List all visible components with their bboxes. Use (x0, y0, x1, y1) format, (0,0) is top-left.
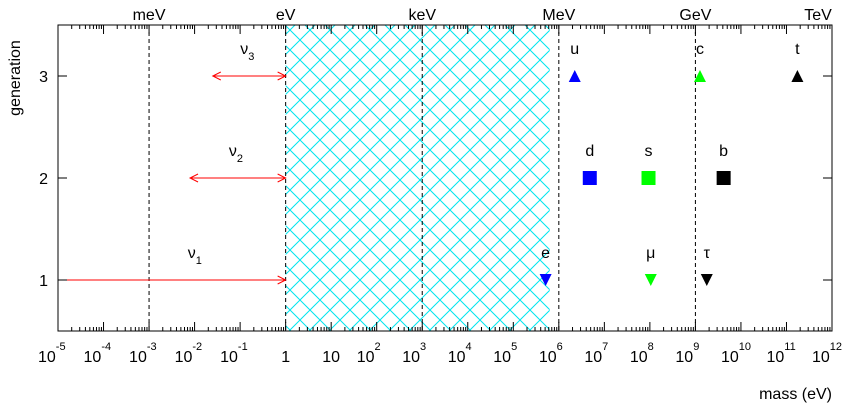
nu2-right-arrowhead (277, 173, 287, 183)
nu1-label: ν1 (188, 245, 202, 267)
x-tick-label: 105 (493, 341, 517, 366)
particle-d-marker (582, 171, 597, 185)
particle-c-marker (693, 70, 706, 82)
axis-labels: 1 2 3 10-5 10-4 10-3 10-2 10-1 1 10 102 103 104 105 10… (7, 7, 842, 403)
x-tick-label: 106 (539, 341, 563, 366)
particle-τ-label: τ (704, 245, 711, 262)
nu3-right-arrowhead (277, 71, 287, 81)
x-tick-label: 10-2 (175, 341, 203, 366)
x-tick-label: 1011 (766, 341, 795, 366)
particle-e-marker (539, 274, 552, 286)
x-tick-label: 107 (584, 341, 608, 366)
hatched-region (285, 25, 550, 331)
x-tick-label: 10-3 (129, 341, 157, 366)
top-unit-label-kev: keV (408, 7, 436, 24)
particle-e-label: e (541, 245, 550, 262)
particle-μ-label: μ (646, 245, 655, 262)
nu2-label: ν2 (229, 143, 243, 165)
top-unit-label-mev: MeV (542, 7, 575, 24)
axis-ticks (57, 25, 833, 331)
particle-u-label: u (570, 41, 579, 58)
x-tick-label: 10 (322, 349, 340, 366)
particle-t-label: t (795, 41, 800, 58)
particle-τ-marker (700, 274, 713, 286)
excluded-mass-region (285, 25, 550, 331)
x-tick-label: 103 (402, 341, 426, 366)
x-tick-label: 102 (357, 341, 381, 366)
top-unit-label-gev: GeV (679, 7, 711, 24)
particle-μ-marker (644, 274, 657, 286)
particle-c-label: c (696, 41, 704, 58)
neutrino-mass-ranges: ν1 ν2 ν3 (58, 41, 287, 285)
top-unit-label-mev: meV (133, 7, 166, 24)
y-tick-label-3: 3 (39, 69, 48, 86)
nu3-label: ν3 (240, 41, 254, 63)
x-tick-label: 1010 (721, 341, 751, 366)
particle-b-marker (716, 171, 731, 185)
nu1-right-arrowhead (277, 275, 287, 285)
x-tick-label: 108 (630, 341, 654, 366)
particle-s-marker (641, 171, 656, 185)
particle-s-label: s (645, 143, 653, 160)
x-tick-label: 1 (281, 349, 290, 366)
nu2-left-arrowhead (188, 173, 199, 183)
y-tick-label-2: 2 (39, 171, 48, 188)
top-unit-label-tev: TeV (804, 7, 832, 24)
x-tick-label: 10-4 (84, 341, 112, 366)
x-tick-label: 1012 (812, 341, 842, 366)
particle-u-marker (568, 70, 581, 82)
x-tick-label: 10-1 (220, 341, 248, 366)
particle-markers: u d e c s μ t b τ (539, 41, 804, 286)
x-tick-label: 104 (448, 341, 472, 366)
y-axis-title: generation (7, 40, 24, 116)
y-tick-label-1: 1 (39, 273, 48, 290)
nu3-left-arrowhead (211, 71, 222, 81)
x-tick-label: 109 (675, 341, 699, 366)
top-unit-label-ev: eV (276, 7, 296, 24)
x-axis-title: mass (eV) (759, 386, 832, 403)
particle-b-label: b (719, 143, 728, 160)
x-tick-label: 10-5 (38, 341, 66, 366)
particle-t-marker (791, 70, 804, 82)
particle-d-label: d (585, 143, 594, 160)
